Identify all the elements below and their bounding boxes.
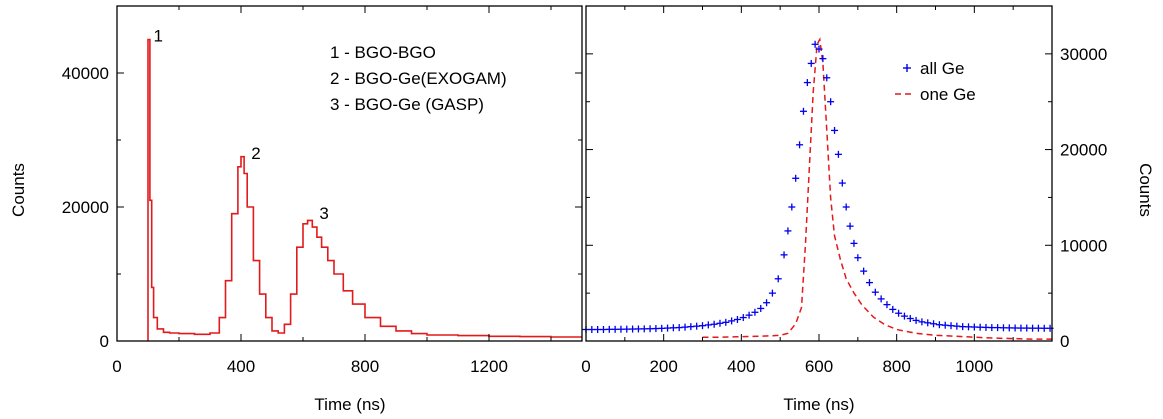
chart-left: 0 400 800 1200 0 20000 40000 1 2 3 Time (ns) Co… (9, 5, 583, 414)
left-x-tick-label: 800 (351, 357, 379, 376)
all-ge-point (788, 203, 796, 211)
all-ge-point (883, 301, 891, 309)
all-ge-point (838, 179, 846, 187)
all-ge-point (900, 312, 908, 320)
left-plot-frame (116, 5, 583, 342)
all-ge-point (780, 251, 788, 259)
all-ge-point (877, 295, 885, 303)
all-ge-point (834, 150, 842, 158)
left-legend-line-3: 3 - BGO-Ge (GASP) (330, 95, 484, 114)
right-x-tick-label: 800 (882, 357, 910, 376)
all-ge-point (819, 55, 827, 63)
all-ge-point (842, 203, 850, 211)
all-ge-point (906, 315, 914, 323)
all-ge-point (895, 309, 903, 317)
right-y-tick-label: 20000 (1060, 141, 1107, 160)
left-y-axis: 0 20000 40000 (62, 64, 582, 351)
all-ge-point (710, 320, 718, 328)
all-ge-point (768, 289, 776, 297)
all-ge-point (860, 267, 868, 275)
all-ge-point (796, 141, 804, 149)
all-ge-point (751, 308, 759, 316)
right-x-axis: 0 200 400 600 800 1000 (581, 6, 1014, 376)
right-plot-area (582, 37, 1054, 340)
left-series-line (147, 38, 582, 341)
left-x-tick-label: 0 (112, 357, 121, 376)
left-y-tick-label: 20000 (62, 198, 109, 217)
all-ge-point (807, 59, 815, 67)
all-ge-point (774, 275, 782, 283)
all-ge-point (803, 79, 811, 87)
left-legend: 1 - BGO-BGO 2 - BGO-Ge(EXOGAM) 3 - BGO-G… (330, 43, 507, 114)
series-one-ge-line (702, 37, 1052, 340)
left-legend-line-2: 2 - BGO-Ge(EXOGAM) (330, 69, 507, 88)
legend-label-all-ge: all Ge (920, 59, 964, 78)
all-ge-point (827, 98, 835, 106)
all-ge-point (865, 279, 873, 287)
all-ge-point (699, 322, 706, 330)
right-y-axis-title: Counts (1136, 163, 1155, 217)
left-legend-line-1: 1 - BGO-BGO (330, 43, 436, 62)
all-ge-point (823, 74, 831, 82)
all-ge-point (811, 40, 819, 48)
all-ge-point (815, 45, 823, 53)
all-ge-point (704, 321, 712, 329)
all-ge-point (757, 304, 765, 312)
left-x-axis-title: Time (ns) (314, 395, 385, 414)
left-plot-area (147, 38, 582, 341)
peak-label-1: 1 (154, 27, 163, 46)
peak-label-3: 3 (319, 204, 328, 223)
chart-right: 0 200 400 600 800 1000 0 10000 20000 30000 Time … (581, 5, 1155, 414)
all-ge-point (930, 320, 938, 328)
right-y-tick-label: 10000 (1060, 236, 1107, 255)
all-ge-point (722, 318, 730, 326)
legend-label-one-ge: one Ge (920, 85, 976, 104)
all-ge-point (745, 311, 753, 319)
all-ge-point (728, 317, 736, 325)
all-ge-point (854, 254, 862, 262)
right-y-tick-label: 30000 (1060, 45, 1107, 64)
peak-label-2: 2 (251, 144, 260, 163)
right-x-tick-label: 200 (649, 357, 677, 376)
all-ge-point (871, 288, 879, 296)
all-ge-point (831, 126, 839, 134)
right-y-axis: 0 10000 20000 30000 (586, 45, 1107, 351)
right-x-tick-label: 1000 (955, 357, 993, 376)
all-ge-point (912, 316, 920, 324)
left-x-axis: 0 400 800 1200 (112, 6, 552, 376)
all-ge-point (799, 107, 807, 115)
all-ge-point (850, 239, 858, 247)
right-y-tick-label: 0 (1060, 332, 1069, 351)
left-peak-annotations: 1 2 3 (154, 27, 329, 224)
all-ge-point (792, 174, 800, 182)
right-plot-frame (585, 5, 1053, 342)
all-ge-point (889, 305, 897, 313)
right-legend: all Ge one Ge (895, 59, 976, 104)
all-ge-point (763, 299, 771, 307)
left-y-axis-title: Counts (9, 163, 28, 217)
all-ge-point (733, 315, 741, 323)
all-ge-point (924, 319, 932, 327)
all-ge-point (784, 227, 792, 235)
left-y-tick-label: 0 (100, 332, 109, 351)
all-ge-point (846, 222, 854, 230)
left-x-tick-label: 400 (227, 357, 255, 376)
right-x-tick-label: 0 (581, 357, 590, 376)
right-x-tick-label: 600 (805, 357, 833, 376)
all-ge-point (716, 319, 724, 327)
all-ge-point (739, 314, 747, 322)
all-ge-point (918, 318, 926, 326)
legend-marker-all-ge (903, 64, 911, 72)
right-x-tick-label: 400 (727, 357, 755, 376)
right-x-axis-title: Time (ns) (783, 395, 854, 414)
left-y-tick-label: 40000 (62, 64, 109, 83)
left-x-tick-label: 1200 (470, 357, 508, 376)
